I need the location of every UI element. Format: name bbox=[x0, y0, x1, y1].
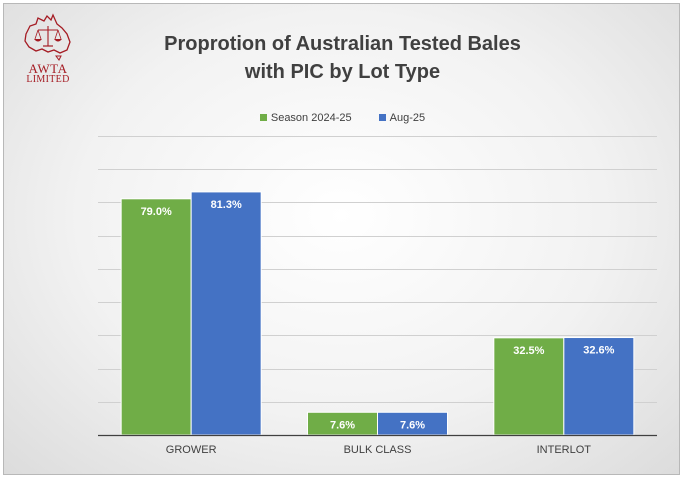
chart-legend: Season 2024-25 Aug-25 bbox=[0, 112, 685, 124]
australia-map-icon bbox=[24, 13, 71, 61]
data-label: 79.0% bbox=[141, 206, 172, 218]
chart-title: Proprotion of Australian Tested Bales wi… bbox=[0, 30, 685, 86]
data-label: 32.6% bbox=[583, 345, 614, 357]
legend-item-aug: Aug-25 bbox=[378, 112, 426, 124]
bar-season-interlot bbox=[493, 337, 565, 436]
logo-text-awta: AWTA bbox=[28, 61, 68, 76]
bar-season-grower bbox=[120, 198, 192, 436]
legend-swatch-season bbox=[259, 113, 267, 121]
data-label: 32.5% bbox=[513, 345, 544, 357]
bar-aug-grower bbox=[190, 191, 262, 436]
bar-aug-interlot bbox=[563, 337, 635, 436]
data-label: 7.6% bbox=[400, 419, 425, 431]
legend-item-season: Season 2024-25 bbox=[259, 112, 352, 124]
x-tick-label: GROWER bbox=[166, 444, 217, 456]
data-label: 81.3% bbox=[211, 199, 242, 211]
logo-text-limited: LIMITED bbox=[26, 74, 70, 85]
awta-logo: AWTA LIMITED bbox=[20, 12, 76, 88]
x-tick-label: BULK CLASS bbox=[344, 444, 412, 456]
data-label: 7.6% bbox=[330, 419, 355, 431]
legend-label-aug: Aug-25 bbox=[389, 112, 426, 124]
chart-title-line-2: with PIC by Lot Type bbox=[244, 61, 441, 83]
x-tick-label: INTERLOT bbox=[537, 444, 592, 456]
legend-swatch-aug bbox=[378, 113, 386, 121]
chart-title-line-1: Proprotion of Australian Tested Bales bbox=[164, 33, 521, 55]
legend-label-season: Season 2024-25 bbox=[270, 112, 352, 124]
